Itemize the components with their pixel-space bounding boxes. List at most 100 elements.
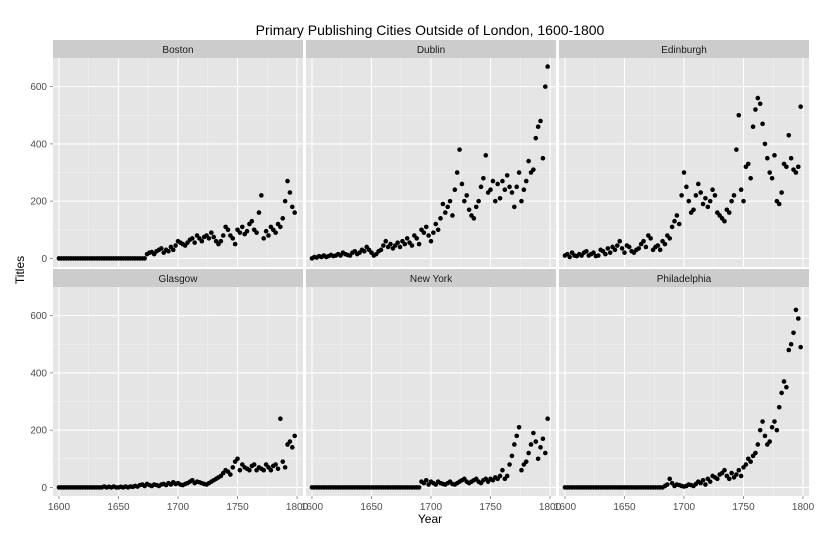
y-tick-label: 600 — [30, 82, 47, 93]
data-point-philadelphia — [755, 442, 761, 447]
data-point-philadelphia — [772, 419, 777, 424]
data-point-boston — [225, 227, 231, 233]
data-point-edinburgh — [786, 133, 792, 138]
x-tick-label: 1600 — [48, 502, 71, 513]
data-point-dublin — [514, 184, 520, 190]
data-point-glasgow — [230, 465, 236, 470]
data-point-edinburgh — [591, 250, 596, 255]
data-point-dublin — [423, 224, 429, 230]
data-point-boston — [244, 228, 250, 234]
data-point-edinburgh — [691, 207, 696, 213]
data-point-edinburgh — [669, 224, 675, 230]
data-point-dublin — [488, 187, 493, 192]
data-point-new-york — [519, 467, 524, 473]
data-point-new-york — [533, 439, 539, 444]
data-point-boston — [237, 230, 243, 235]
data-point-edinburgh — [755, 95, 761, 101]
data-point-edinburgh — [753, 107, 758, 112]
data-point-edinburgh — [667, 236, 673, 241]
data-point-dublin — [483, 153, 489, 158]
data-point-new-york — [497, 473, 503, 479]
data-point-edinburgh — [788, 155, 794, 161]
data-point-glasgow — [251, 462, 257, 467]
data-point-philadelphia — [753, 450, 758, 456]
panel-new-york: New York 1600 1650 1700 1750 1800 — [301, 269, 562, 513]
data-point-philadelphia — [793, 307, 799, 313]
data-point-philadelphia — [700, 477, 706, 483]
strip-label-boston: Boston — [162, 45, 193, 56]
data-point-new-york — [416, 485, 422, 490]
data-point-dublin — [404, 236, 410, 241]
strip-label-philadelphia: Philadelphia — [657, 274, 712, 285]
chart-title: Primary Publishing Cities Outside of Lon… — [256, 22, 605, 38]
data-point-glasgow — [278, 416, 283, 422]
data-point-boston — [280, 216, 286, 221]
data-point-dublin — [545, 64, 550, 69]
data-point-edinburgh — [700, 201, 706, 207]
y-tick-label: 0 — [41, 483, 47, 494]
strip-label-new-york: New York — [410, 274, 453, 285]
data-point-dublin — [438, 216, 443, 221]
data-point-dublin — [481, 175, 486, 181]
data-point-glasgow — [273, 462, 278, 467]
data-point-philadelphia — [767, 439, 773, 444]
data-point-dublin — [478, 184, 484, 190]
data-point-new-york — [535, 456, 541, 462]
data-point-edinburgh — [748, 175, 753, 181]
data-point-glasgow — [280, 459, 286, 464]
data-point-boston — [256, 210, 262, 215]
data-point-edinburgh — [729, 198, 734, 204]
data-point-edinburgh — [686, 198, 692, 204]
data-point-philadelphia — [726, 476, 732, 482]
data-point-edinburgh — [643, 244, 649, 250]
strip-label-glasgow: Glasgow — [159, 274, 199, 285]
data-point-boston — [289, 204, 295, 210]
data-point-boston — [285, 178, 290, 184]
data-point-boston — [173, 243, 178, 248]
panel-dublin: Dublin — [306, 40, 556, 267]
data-point-boston — [261, 236, 267, 241]
data-point-philadelphia — [791, 330, 796, 336]
data-point-dublin — [512, 204, 517, 210]
data-point-dublin — [381, 243, 386, 248]
data-point-boston — [189, 236, 195, 241]
data-point-glasgow — [287, 439, 293, 444]
data-point-edinburgh — [784, 164, 789, 170]
data-point-edinburgh — [757, 101, 763, 107]
data-point-new-york — [423, 477, 429, 483]
strip-edinburgh — [559, 40, 809, 58]
data-point-philadelphia — [729, 470, 734, 476]
data-point-dublin — [442, 210, 448, 215]
data-point-new-york — [500, 467, 505, 473]
data-point-edinburgh — [698, 190, 703, 195]
panel-boston: Boston 0 200 400 600 — [30, 40, 303, 267]
data-point-dublin — [395, 240, 400, 245]
data-point-boston — [209, 230, 214, 235]
y-tick-label: 400 — [30, 139, 47, 150]
data-point-new-york — [542, 450, 548, 456]
data-point-boston — [166, 248, 171, 254]
data-point-glasgow — [282, 465, 288, 470]
data-point-dublin — [497, 195, 503, 201]
strip-boston — [53, 40, 303, 58]
data-point-philadelphia — [798, 344, 803, 350]
data-point-edinburgh — [765, 155, 770, 161]
data-point-edinburgh — [712, 193, 718, 198]
data-point-edinburgh — [676, 221, 682, 227]
x-tick-label: 1750 — [732, 502, 755, 513]
data-point-dublin — [538, 118, 543, 124]
y-tick-label: 200 — [30, 197, 47, 208]
data-point-dublin — [535, 124, 541, 130]
data-point-edinburgh — [741, 198, 746, 204]
data-point-new-york — [526, 450, 531, 456]
strip-new-york — [306, 269, 556, 287]
data-point-dublin — [502, 187, 508, 192]
data-point-glasgow — [261, 467, 267, 473]
data-point-dublin — [542, 84, 548, 89]
data-point-new-york — [512, 442, 517, 447]
data-point-dublin — [540, 155, 546, 161]
data-point-edinburgh — [617, 238, 623, 244]
x-tick-label: 1750 — [226, 502, 249, 513]
data-point-boston — [292, 210, 297, 215]
